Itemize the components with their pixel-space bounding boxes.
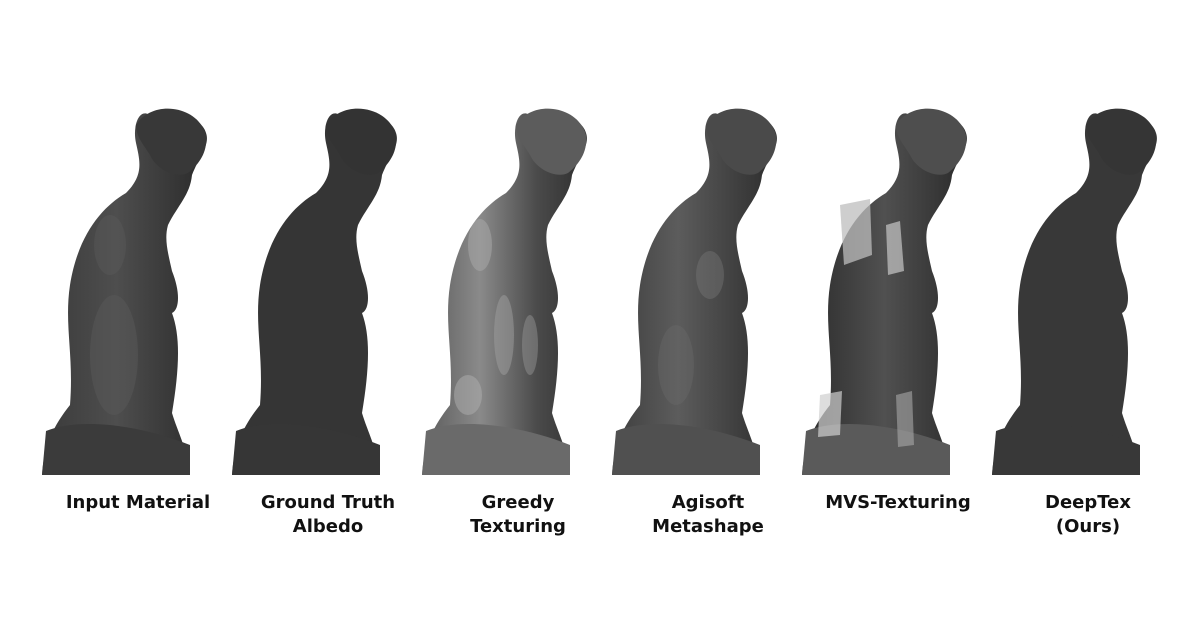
panel-mvs-texturing: MVS-Texturing [800,95,996,565]
caption-line-1: Agisoft [671,492,745,513]
caption-line-2: Albedo [292,516,364,537]
caption-line-1: Ground Truth [260,492,396,513]
caption-line-1: Input Material [65,492,211,513]
caption-line-2: (Ours) [1055,516,1121,537]
statue-render [612,108,777,475]
panel-deeptex-ours: DeepTex (Ours) [990,95,1186,565]
statue-render [232,108,397,475]
panel-caption: DeepTex (Ours) [970,491,1200,539]
panel-ground-truth-albedo: Ground Truth Albedo [230,95,426,565]
panel-agisoft-metashape: Agisoft Metashape [610,95,806,565]
statue-render [802,108,967,475]
statue-render [42,108,207,475]
panel-caption: Input Material [20,491,256,515]
panel-input-material: Input Material [40,95,236,565]
caption-line-1: MVS-Texturing [825,492,971,513]
panel-caption: Ground Truth Albedo [210,491,446,539]
statue-render [422,108,587,475]
panel-caption: MVS-Texturing [780,491,1016,515]
caption-line-1: Greedy [481,492,555,513]
caption-line-1: DeepTex [1045,492,1131,513]
panel-greedy-texturing: Greedy Texturing [420,95,616,565]
caption-line-2: Texturing [470,516,566,537]
statue-render [992,108,1157,475]
caption-line-2: Metashape [652,516,764,537]
panel-caption: Greedy Texturing [400,491,636,539]
panel-caption: Agisoft Metashape [590,491,826,539]
